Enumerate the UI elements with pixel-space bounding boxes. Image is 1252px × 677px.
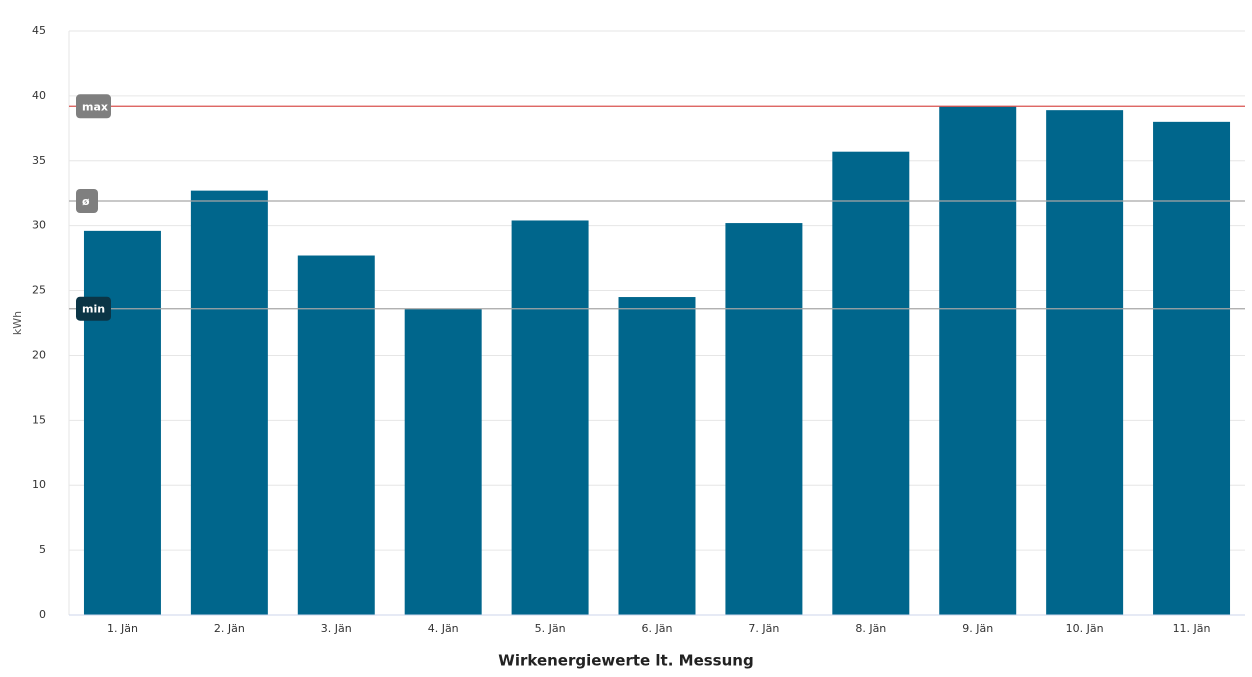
y-axis-label: kWh <box>11 311 24 335</box>
y-tick-label: 30 <box>32 219 46 232</box>
reference-label-box <box>76 189 98 214</box>
x-tick-label: 2. Jän <box>214 622 245 635</box>
bar <box>832 151 910 615</box>
x-tick-label: 3. Jän <box>321 622 352 635</box>
y-tick-label: 0 <box>39 608 46 621</box>
y-tick-label: 15 <box>32 413 46 426</box>
bar <box>190 190 268 616</box>
x-tick-label: 6. Jän <box>642 622 673 635</box>
bar <box>618 297 696 615</box>
bar <box>511 220 589 615</box>
reference-label: ø <box>82 195 90 208</box>
bar <box>1046 110 1124 616</box>
x-tick-label: 4. Jän <box>428 622 459 635</box>
bar <box>404 308 482 615</box>
bar <box>297 255 375 615</box>
x-tick-label: 5. Jän <box>535 622 566 635</box>
y-tick-label: 20 <box>32 348 46 361</box>
bar <box>83 230 161 615</box>
y-tick-label: 40 <box>32 89 46 102</box>
y-tick-label: 25 <box>32 284 46 297</box>
x-tick-label: 9. Jän <box>962 622 993 635</box>
reference-label-box <box>76 296 111 321</box>
reference-label: min <box>82 303 105 316</box>
reference-label-box <box>76 94 111 119</box>
x-tick-label: 8. Jän <box>855 622 886 635</box>
x-tick-label: 10. Jän <box>1066 622 1104 635</box>
x-tick-label: 1. Jän <box>107 622 138 635</box>
y-tick-label: 10 <box>32 478 46 491</box>
bar <box>939 106 1017 615</box>
y-tick-label: 35 <box>32 154 46 167</box>
bar <box>725 223 803 615</box>
reference-label: max <box>82 100 108 113</box>
x-tick-label: 11. Jän <box>1173 622 1211 635</box>
bar <box>1153 121 1231 615</box>
y-tick-label: 5 <box>39 543 46 556</box>
y-tick-label: 45 <box>32 24 46 37</box>
chart-title: Wirkenergiewerte lt. Messung <box>498 652 753 670</box>
x-tick-label: 7. Jän <box>748 622 779 635</box>
